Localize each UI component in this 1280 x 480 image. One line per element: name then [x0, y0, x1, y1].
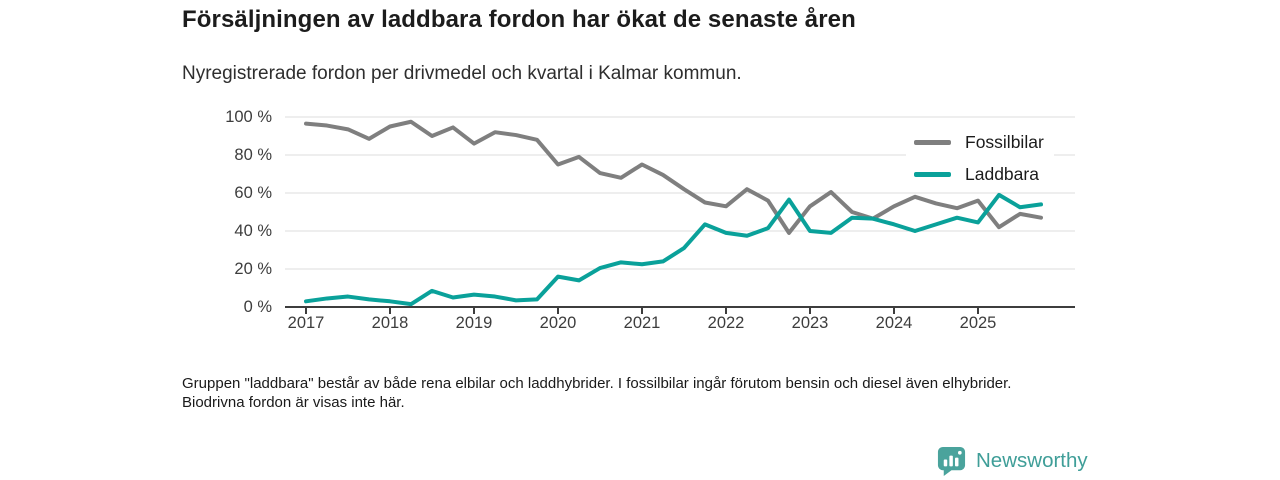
x-axis-tick-label: 2017 [287, 314, 325, 332]
fossilbilar-line-swatch-icon [914, 139, 951, 145]
y-axis-tick-label: 100 % [225, 108, 272, 126]
y-axis-tick-label: 80 % [234, 146, 272, 164]
series-line-laddbara [304, 192, 1043, 307]
bar-chart-pin-icon [937, 446, 966, 476]
chart-legend: Fossilbilar Laddbara [906, 127, 1054, 189]
chart-footnote: Gruppen "laddbara" består av både rena e… [182, 375, 1012, 411]
x-axis-tick-label: 2019 [455, 314, 493, 332]
newsworthy-logo: Newsworthy [936, 445, 1088, 476]
series-line-fossilbilar [304, 119, 1043, 235]
x-axis-tick-label: 2018 [371, 314, 409, 332]
y-axis-tick-label: 20 % [234, 260, 272, 278]
legend-item-laddbara: Laddbara [914, 162, 1044, 186]
legend-label-fossilbilar: Fossilbilar [965, 131, 1044, 152]
x-axis-tick-label: 2020 [539, 314, 577, 332]
x-axis-tick-label: 2022 [707, 314, 745, 332]
y-axis-tick-label: 0 % [243, 298, 272, 316]
legend-label-laddbara: Laddbara [965, 163, 1039, 184]
x-axis-tick-label: 2023 [791, 314, 829, 332]
laddbara-line-swatch-icon [914, 171, 951, 177]
x-axis-tick-label: 2025 [959, 314, 997, 332]
logo-text: Newsworthy [976, 448, 1088, 472]
y-axis-tick-label: 40 % [234, 222, 272, 240]
x-axis-tick-label: 2024 [875, 314, 913, 332]
x-axis-tick-label: 2021 [623, 314, 661, 332]
chart-subtitle: Nyregistrerade fordon per drivmedel och … [182, 63, 742, 84]
page-title: Försäljningen av laddbara fordon har öka… [182, 6, 856, 33]
legend-item-fossilbilar: Fossilbilar [914, 130, 1044, 154]
y-axis-tick-label: 60 % [234, 184, 272, 202]
